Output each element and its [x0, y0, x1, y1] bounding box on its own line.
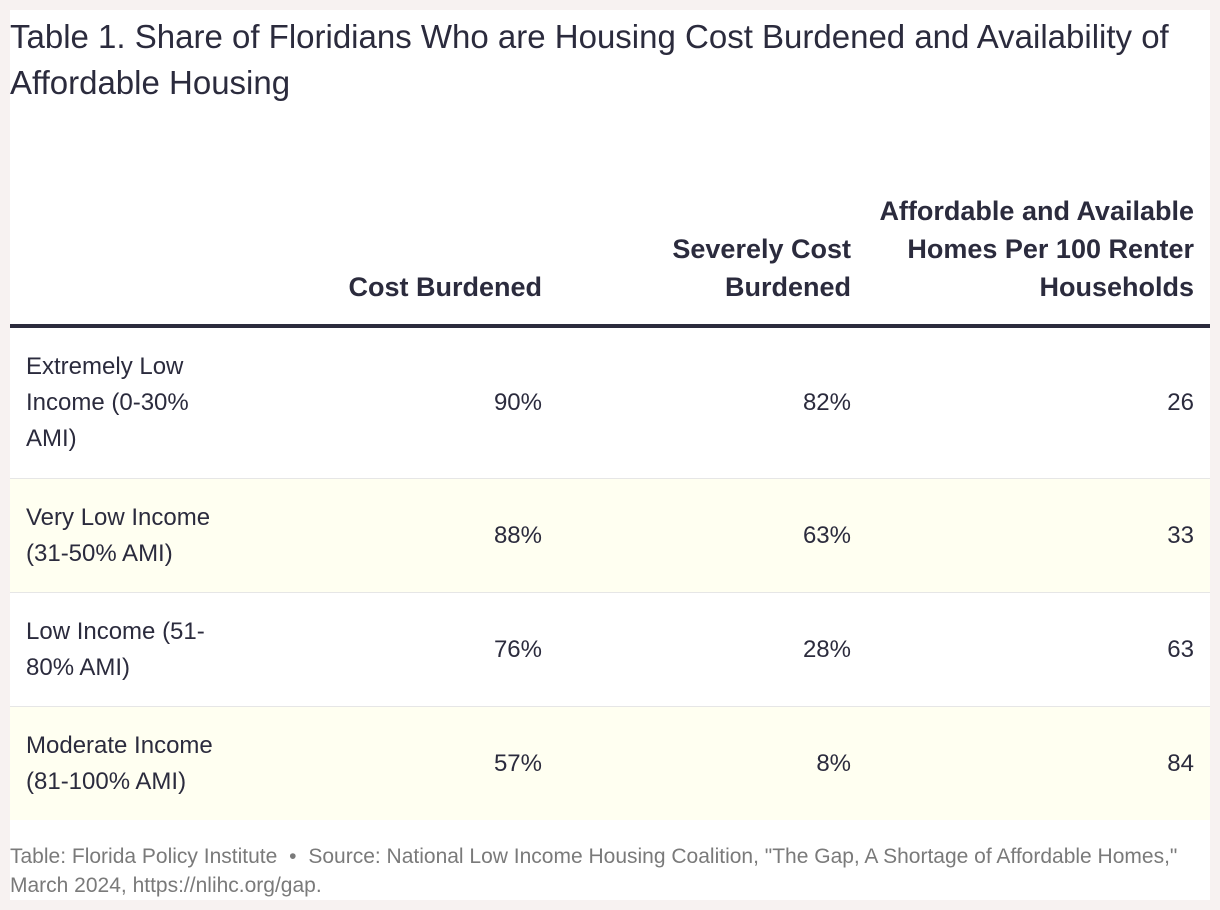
affordable-homes-cell: 33: [867, 478, 1210, 593]
column-header-affordable-homes: Affordable and Available Homes Per 100 R…: [867, 156, 1210, 328]
affordable-homes-cell: 84: [867, 706, 1210, 820]
table-title: Table 1. Share of Floridians Who are Hou…: [10, 18, 1169, 101]
table-credit: Table: Florida Policy Institute: [10, 845, 278, 868]
column-header-cost-burdened: Cost Burdened: [220, 156, 558, 328]
table-footer: Table: Florida Policy Institute • Source…: [10, 842, 1200, 900]
row-label: Low Income (51-80% AMI): [10, 592, 220, 707]
table-card: Table 1. Share of Floridians Who are Hou…: [10, 10, 1210, 900]
severely-cost-burdened-cell: 82%: [558, 326, 867, 479]
table-row: Low Income (51-80% AMI) 76% 28% 63: [10, 592, 1210, 707]
severely-cost-burdened-cell: 63%: [558, 478, 867, 593]
row-label: Moderate Income (81-100% AMI): [10, 706, 220, 820]
cost-burdened-cell: 57%: [220, 706, 558, 820]
table-row: Moderate Income (81-100% AMI) 57% 8% 84: [10, 706, 1210, 820]
footer-separator: •: [289, 845, 297, 868]
column-header-label: [10, 156, 220, 328]
affordable-homes-cell: 63: [867, 592, 1210, 707]
table-row: Very Low Income (31-50% AMI) 88% 63% 33: [10, 478, 1210, 593]
data-table: Cost Burdened Severely Cost Burdened Aff…: [10, 156, 1210, 820]
cost-burdened-cell: 76%: [220, 592, 558, 707]
cost-burdened-cell: 88%: [220, 478, 558, 593]
source-note: Source: National Low Income Housing Coal…: [10, 845, 1178, 897]
row-label: Very Low Income (31-50% AMI): [10, 478, 220, 593]
column-header-severely-cost-burdened: Severely Cost Burdened: [558, 156, 867, 328]
severely-cost-burdened-cell: 8%: [558, 706, 867, 820]
severely-cost-burdened-cell: 28%: [558, 592, 867, 707]
row-label: Extremely Low Income (0-30% AMI): [10, 326, 220, 479]
table-row: Extremely Low Income (0-30% AMI) 90% 82%…: [10, 326, 1210, 479]
cost-burdened-cell: 90%: [220, 326, 558, 479]
header-row: Cost Burdened Severely Cost Burdened Aff…: [10, 156, 1210, 328]
affordable-homes-cell: 26: [867, 326, 1210, 479]
